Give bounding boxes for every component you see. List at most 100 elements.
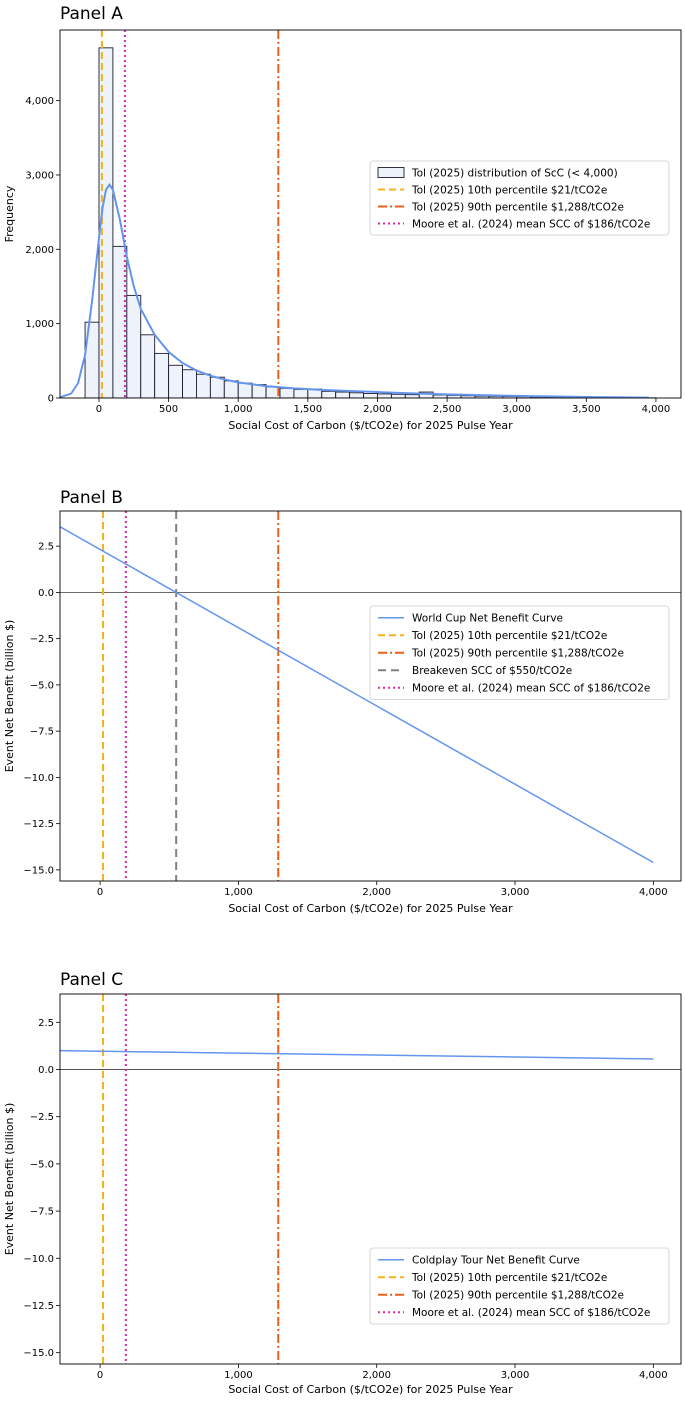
x-tick-label: 2,000	[363, 404, 392, 415]
panel-title: Panel C	[60, 970, 123, 990]
x-tick-label: 0	[96, 404, 102, 415]
histogram-bar	[126, 294, 142, 398]
plot-area	[60, 511, 681, 881]
y-tick-label: 0.0	[38, 588, 54, 599]
y-tick-label: 0.0	[38, 1065, 54, 1076]
legend-entry-label: Tol (2025) 90th percentile $1,288/tCO2e	[411, 1290, 624, 1302]
x-tick-label: 4,000	[639, 887, 668, 898]
x-tick-label: 1,000	[224, 1370, 253, 1381]
legend-swatch-patch	[377, 167, 405, 178]
histogram-bar	[223, 380, 239, 398]
x-tick-label: 500	[159, 404, 178, 415]
y-tick-label: 2,000	[25, 245, 54, 256]
x-tick-label: 1,000	[224, 404, 253, 415]
x-axis-label: Social Cost of Carbon ($/tCO2e) for 2025…	[228, 902, 513, 915]
x-tick-label: 3,000	[502, 404, 531, 415]
x-tick-label: 1,500	[294, 404, 323, 415]
histogram-bar	[349, 392, 364, 398]
legend: World Cup Net Benefit Curve Tol (2025) 10…	[369, 605, 670, 700]
x-tick-label: 3,000	[501, 1370, 530, 1381]
histogram-bar	[182, 369, 197, 398]
y-tick-label: −2.5	[30, 634, 54, 645]
histogram-bar	[335, 391, 351, 398]
panel-title: Panel B	[60, 488, 123, 508]
legend: Tol (2025) distribution of ScC (< 4,000)…	[369, 160, 670, 236]
y-tick-label: −15.0	[23, 1348, 54, 1359]
y-tick-label: −12.5	[23, 819, 54, 830]
legend-entry-label: Tol (2025) distribution of ScC (< 4,000)	[411, 167, 618, 179]
plot-area	[60, 30, 657, 398]
y-tick-label: −10.0	[23, 1254, 54, 1265]
kde-curve	[60, 182, 649, 398]
legend-entry-label: Tol (2025) 90th percentile $1,288/tCO2e	[411, 201, 624, 213]
legend-box	[369, 1247, 670, 1325]
net-benefit-curve	[60, 526, 654, 864]
y-tick-label: −5.0	[30, 1159, 54, 1170]
x-tick-label: 4,000	[642, 404, 671, 415]
y-tick-label: −15.0	[23, 865, 54, 876]
legend-entry-label: Tol (2025) 10th percentile $21/tCO2e	[411, 184, 607, 196]
y-axis-label: Frequency	[3, 185, 16, 242]
y-tick-label: 0	[48, 394, 54, 405]
y-axis-label: Event Net Benefit (billion $)	[3, 620, 16, 773]
x-tick-label: 2,000	[362, 887, 391, 898]
y-tick-label: −7.5	[30, 727, 54, 738]
histogram-bar	[363, 393, 378, 398]
histogram-bar	[377, 393, 392, 398]
histogram-bar	[154, 352, 170, 398]
histogram-bar	[321, 390, 337, 398]
panel-c: Panel C 0 1,000 2,000 3,000 4,000 2.5 0.0 −2.5 −5…	[3, 970, 682, 1396]
net-benefit-curve	[60, 1049, 654, 1060]
legend: Coldplay Tour Net Benefit Curve Tol (2025…	[369, 1247, 670, 1325]
y-tick-label: 4,000	[25, 96, 54, 107]
legend-entry-label: Moore et al. (2024) mean SCC of $186/tCO…	[412, 1307, 650, 1319]
x-tick-label: 2,000	[362, 1370, 391, 1381]
axes-frame	[59, 993, 682, 1365]
histogram-bar	[168, 364, 183, 398]
x-tick-label: 1,000	[224, 887, 253, 898]
y-tick-label: 2.5	[38, 542, 54, 553]
legend-entry-label: Breakeven SCC of $550/tCO2e	[412, 665, 572, 677]
y-tick-label: 3,000	[25, 170, 54, 181]
y-tick-label: 2.5	[38, 1018, 54, 1029]
legend-entry-label: Tol (2025) 90th percentile $1,288/tCO2e	[411, 648, 624, 660]
y-tick-label: −10.0	[23, 773, 54, 784]
legend-entry-label: Tol (2025) 10th percentile $21/tCO2e	[411, 630, 607, 642]
plot-area	[60, 994, 681, 1364]
histogram-bar	[209, 376, 225, 398]
axes-frame	[59, 29, 682, 399]
x-tick-label: 3,000	[501, 887, 530, 898]
x-axis-label: Social Cost of Carbon ($/tCO2e) for 2025…	[228, 1383, 513, 1396]
x-tick-label: 2,500	[433, 404, 462, 415]
y-tick-label: −7.5	[30, 1207, 54, 1218]
x-axis-label: Social Cost of Carbon ($/tCO2e) for 2025…	[228, 419, 513, 432]
y-axis-label: Event Net Benefit (billion $)	[3, 1103, 16, 1256]
histogram-bar	[279, 387, 295, 398]
panel-title: Panel A	[60, 4, 123, 24]
histogram-bar	[390, 393, 406, 398]
panel-b: Panel B 0 1,000 2,000 3,000 4,000 2.5 0.0 −2.5 −5…	[3, 488, 682, 915]
legend-entry-label: Moore et al. (2024) mean SCC of $186/tCO…	[412, 683, 650, 695]
y-tick-label: −5.0	[30, 680, 54, 691]
axes-frame	[59, 510, 682, 882]
legend-entry-label: Coldplay Tour Net Benefit Curve	[412, 1255, 580, 1267]
legend-entry-label: Moore et al. (2024) mean SCC of $186/tCO…	[412, 218, 650, 230]
x-tick-label: 0	[97, 1370, 103, 1381]
legend-box	[369, 605, 670, 700]
legend-box	[369, 160, 670, 236]
legend-entry-label: Tol (2025) 10th percentile $21/tCO2e	[411, 1272, 607, 1284]
histogram-bar	[293, 389, 309, 398]
x-tick-label: 0	[97, 887, 103, 898]
y-tick-label: −2.5	[30, 1112, 54, 1123]
y-tick-label: −12.5	[23, 1301, 54, 1312]
x-tick-label: 3,500	[572, 404, 601, 415]
panel-a: Panel A 0 500 1,000 1,500 2,000 2,500 3,000 3,50…	[3, 4, 682, 432]
y-tick-label: 1,000	[25, 319, 54, 330]
histogram-bar	[404, 394, 420, 398]
histogram-bar	[140, 334, 156, 398]
histogram-bar	[196, 373, 211, 398]
histogram-bar	[237, 382, 253, 398]
legend-entry-label: World Cup Net Benefit Curve	[412, 613, 563, 625]
x-tick-label: 4,000	[639, 1370, 668, 1381]
